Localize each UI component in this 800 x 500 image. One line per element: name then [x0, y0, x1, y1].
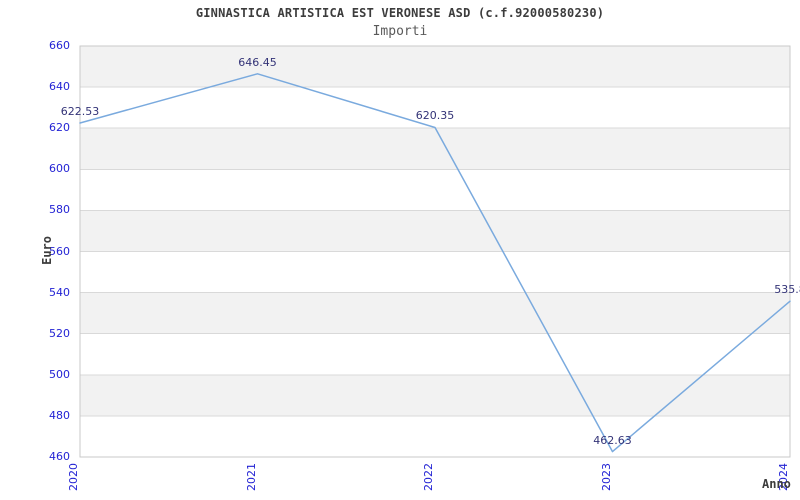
y-tick-label: 460	[49, 450, 70, 463]
data-point-label: 646.45	[238, 55, 277, 69]
y-tick-label: 580	[49, 203, 70, 217]
y-tick-label: 500	[49, 367, 70, 381]
y-tick-label: 560	[49, 244, 70, 258]
y-tick-label: 540	[49, 285, 70, 299]
grid-band	[80, 46, 790, 88]
data-point-label: 462.63	[593, 433, 632, 447]
data-point-label: 535.8	[774, 283, 800, 297]
x-tick-label: 2021	[244, 463, 258, 491]
grid-band	[80, 333, 790, 375]
grid-band	[80, 415, 790, 457]
y-tick-label: 600	[49, 162, 70, 176]
grid-band	[80, 374, 790, 416]
grid-band	[80, 128, 790, 170]
y-axis-title: Euro	[40, 236, 54, 265]
x-tick-label: 2020	[67, 463, 80, 491]
x-axis-title: Anno	[762, 477, 791, 491]
grid-band	[80, 169, 790, 211]
y-tick-label: 480	[49, 408, 70, 422]
chart-subtitle: Importi	[372, 24, 428, 39]
plot-border	[79, 45, 791, 458]
series-line-importi	[79, 73, 791, 453]
grid-band	[80, 210, 790, 252]
data-point-label: 620.35	[415, 109, 455, 123]
y-tick-label: 620	[49, 121, 70, 135]
y-tick-label: 660	[49, 39, 70, 52]
data-point-label: 622.53	[60, 105, 100, 118]
y-tick-label: 520	[49, 326, 70, 340]
grid-band	[80, 251, 790, 293]
grid-band	[80, 87, 790, 129]
chart-title: GINNASTICA ARTISTICA EST VERONESE ASD (c…	[195, 6, 605, 20]
grid-band	[80, 292, 790, 334]
y-tick-label: 640	[49, 80, 70, 94]
x-tick-label: 2023	[599, 463, 613, 491]
x-tick-label: 2022	[422, 463, 435, 491]
